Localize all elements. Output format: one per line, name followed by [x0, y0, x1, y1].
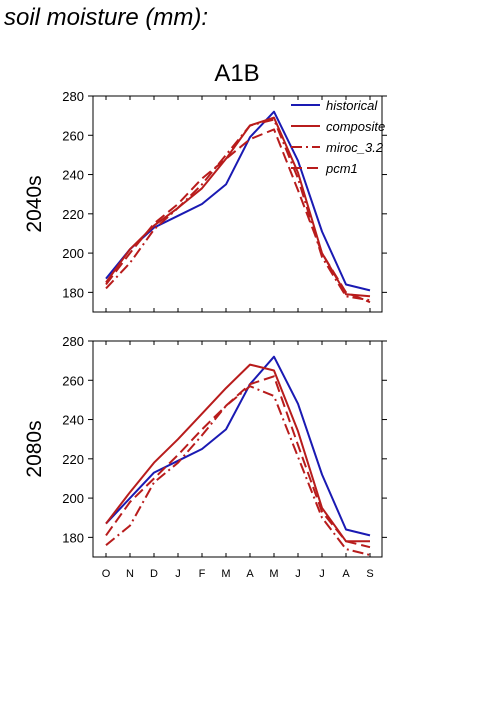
x-tick-label: A: [246, 568, 254, 580]
y-tick-label: 260: [62, 128, 84, 143]
legend-label: composite: [326, 119, 385, 134]
x-tick-label: N: [126, 568, 134, 580]
x-tick-label: F: [199, 568, 206, 580]
y-tick-label: 260: [62, 373, 84, 388]
series-line-pcm1: [105, 375, 371, 549]
x-tick-label: M: [221, 568, 230, 580]
y-tick-label: 280: [62, 334, 84, 349]
plot-frame: [92, 340, 383, 558]
y-tick-label: 220: [62, 207, 84, 222]
panel-label: 2040s: [23, 175, 46, 232]
y-tick-label: 180: [62, 285, 84, 300]
y-tick-label: 180: [62, 530, 84, 545]
series-line-pcm1: [105, 128, 371, 304]
x-tick-label: O: [102, 568, 111, 580]
page-title: soil moisture (mm):: [4, 4, 209, 31]
x-tick-label: A: [342, 568, 350, 580]
series-line-miroc-3-2: [105, 385, 371, 556]
x-tick-label: J: [295, 568, 301, 580]
y-tick-label: 220: [62, 452, 84, 467]
series-line-historical: [105, 110, 371, 292]
legend-label: historical: [326, 98, 378, 113]
y-tick-label: 200: [62, 491, 84, 506]
chart-title: A1B: [214, 60, 259, 87]
legend-label: pcm1: [325, 161, 358, 176]
x-tick-label: M: [269, 568, 278, 580]
x-tick-label: S: [366, 568, 373, 580]
series-line-historical: [105, 355, 371, 537]
x-tick-label: D: [150, 568, 158, 580]
y-tick-label: 240: [62, 168, 84, 183]
plot-frame: [92, 95, 383, 313]
y-tick-label: 240: [62, 413, 84, 428]
x-tick-label: J: [175, 568, 181, 580]
panel-2080s: 180 200 220 240 260 280 2080s: [23, 334, 387, 558]
panel-label: 2080s: [23, 420, 46, 477]
legend: historical composite miroc_3.2 pcm1: [291, 98, 385, 176]
y-tick-label: 200: [62, 246, 84, 261]
x-tick-label: J: [319, 568, 325, 580]
y-tick-label: 280: [62, 89, 84, 104]
legend-label: miroc_3.2: [326, 140, 384, 155]
series-line-miroc-3-2: [105, 118, 371, 302]
panel-2040s: 180 200 220 240 260 280 2040s: [23, 89, 387, 313]
series-line-composite: [105, 363, 370, 543]
